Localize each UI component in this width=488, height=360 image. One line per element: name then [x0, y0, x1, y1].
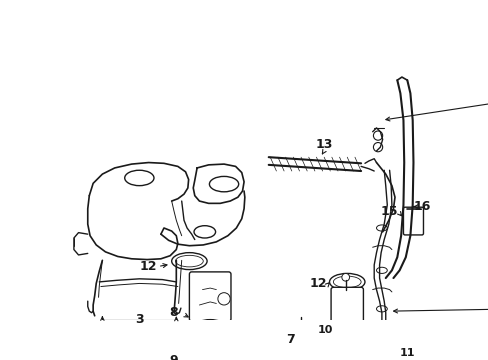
Ellipse shape — [360, 339, 380, 348]
FancyBboxPatch shape — [330, 287, 363, 332]
Text: 9: 9 — [169, 354, 178, 360]
Ellipse shape — [333, 276, 360, 288]
Text: 7: 7 — [285, 333, 294, 346]
Text: 13: 13 — [315, 138, 332, 151]
Ellipse shape — [376, 225, 386, 231]
Ellipse shape — [124, 170, 154, 186]
Circle shape — [341, 274, 349, 281]
Text: 16: 16 — [413, 200, 430, 213]
Circle shape — [296, 339, 305, 348]
Text: 12: 12 — [308, 277, 326, 290]
FancyBboxPatch shape — [403, 207, 423, 235]
Ellipse shape — [198, 322, 221, 331]
Ellipse shape — [194, 226, 215, 238]
Circle shape — [218, 293, 230, 305]
Text: 15: 15 — [380, 204, 398, 217]
Ellipse shape — [171, 253, 207, 270]
Text: 3: 3 — [135, 313, 143, 326]
Text: 12: 12 — [140, 260, 157, 273]
Text: 11: 11 — [399, 348, 414, 358]
Ellipse shape — [376, 306, 386, 312]
Circle shape — [373, 131, 382, 140]
Ellipse shape — [329, 274, 364, 291]
Ellipse shape — [356, 337, 384, 350]
FancyBboxPatch shape — [189, 272, 230, 321]
Ellipse shape — [376, 267, 386, 274]
Text: 8: 8 — [169, 306, 178, 319]
Ellipse shape — [194, 320, 225, 333]
Ellipse shape — [175, 255, 203, 267]
Circle shape — [373, 143, 382, 152]
Text: 10: 10 — [317, 325, 333, 335]
Ellipse shape — [209, 176, 238, 192]
